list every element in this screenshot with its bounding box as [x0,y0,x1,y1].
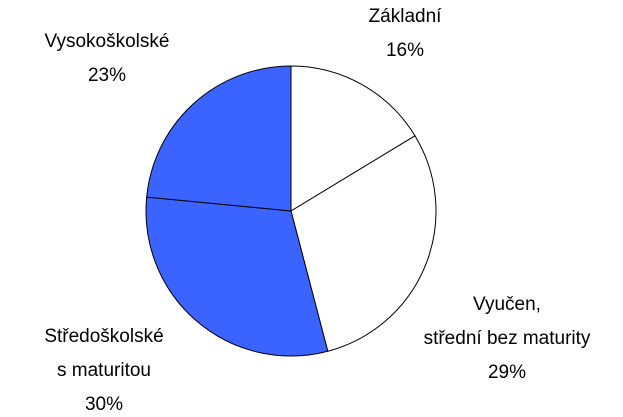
slice-label: Vyučen, střední bez maturity [424,294,591,349]
pie-slice [290,65,416,212]
slice-label: Vysokoškolské [45,31,170,52]
pie-slice [290,135,437,352]
value-label: 29% [488,362,526,383]
value-label: 30% [85,394,123,415]
pie-slice [146,65,292,212]
value-label: 23% [88,65,126,86]
slice-label: Základní [369,6,443,27]
value-label: 16% [386,40,424,61]
slice-label: Středoškolské s maturitou [44,326,163,381]
pie-slice [145,196,329,357]
